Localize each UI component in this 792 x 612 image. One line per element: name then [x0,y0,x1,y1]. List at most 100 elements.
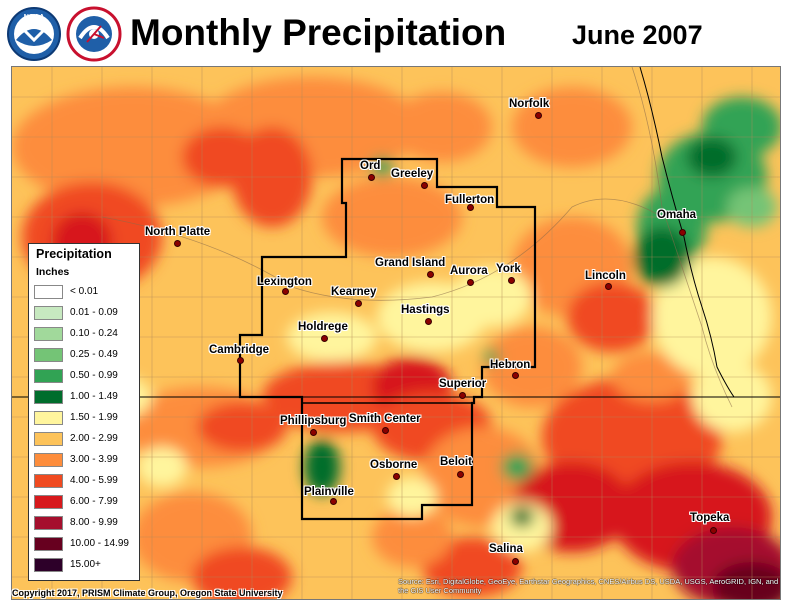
city-dot [459,392,466,399]
city-label-hastings[interactable]: Hastings [401,304,450,316]
legend-label: 4.00 - 5.99 [70,475,118,486]
city-dot [508,277,515,284]
city-label-kearney[interactable]: Kearney [331,286,377,298]
city-label-phillipsburg[interactable]: Phillipsburg [280,415,347,427]
legend-label: 0.10 - 0.24 [70,328,118,339]
city-dot [467,279,474,286]
city-label-cambridge[interactable]: Cambridge [209,344,270,356]
city-dot [457,471,464,478]
legend-swatch [34,348,63,362]
city-dot [710,527,717,534]
city-dot [368,174,375,181]
legend-label: 8.00 - 9.99 [70,517,118,528]
legend-swatch [34,558,63,572]
legend-entry: < 0.01 [34,284,138,301]
forecast-area-boundary [238,157,537,521]
legend-entry: 1.00 - 1.49 [34,389,138,406]
city-dot [382,427,389,434]
city-dot [535,112,542,119]
city-dot [605,283,612,290]
legend-label: < 0.01 [70,286,99,297]
city-dot [321,335,328,342]
precipitation-legend: Precipitation Inches < 0.01 0.01 - 0.09 0.… [28,243,140,581]
legend-swatch [34,453,63,467]
legend-label: 2.00 - 2.99 [70,433,118,444]
legend-entry: 0.25 - 0.49 [34,347,138,364]
city-label-superior[interactable]: Superior [439,378,487,390]
legend-swatch [34,411,63,425]
legend-entry: 4.00 - 5.99 [34,473,138,490]
city-label-smith-center[interactable]: Smith Center [349,413,421,425]
city-label-osborne[interactable]: Osborne [370,459,418,471]
city-dot [393,473,400,480]
map-credits: Source: Esri, DigitalGlobe, GeoEye, Eart… [398,577,779,595]
city-label-salina[interactable]: Salina [489,543,523,555]
legend-swatch [34,516,63,530]
map-header: NOAA Monthly Precipitation June 2007 [0,0,792,66]
city-dot [512,372,519,379]
city-label-grand-island[interactable]: Grand Island [375,257,446,269]
legend-label: 3.00 - 3.99 [70,454,118,465]
city-dot [330,498,337,505]
city-label-holdrege[interactable]: Holdrege [298,321,348,333]
city-dot [425,318,432,325]
city-label-greeley[interactable]: Greeley [391,168,434,180]
rivers [101,67,733,408]
city-label-ord[interactable]: Ord [360,160,381,172]
legend-swatch [34,495,63,509]
legend-swatch [34,390,63,404]
city-label-lincoln[interactable]: Lincoln [585,270,626,282]
legend-label: 0.50 - 0.99 [70,370,118,381]
legend-entry: 2.00 - 2.99 [34,431,138,448]
legend-swatch [34,306,63,320]
noaa-logo-text: NOAA [24,14,45,21]
legend-label: 6.00 - 7.99 [70,496,118,507]
city-label-aurora[interactable]: Aurora [450,265,488,277]
nws-logo [66,6,122,62]
page-title: Monthly Precipitation [130,12,507,53]
legend-entry: 8.00 - 9.99 [34,515,138,532]
county-lines [12,67,780,599]
city-dot [421,182,428,189]
city-dot [512,558,519,565]
city-dot [427,271,434,278]
city-label-plainville[interactable]: Plainville [304,486,354,498]
legend-label: 1.50 - 1.99 [70,412,118,423]
copyright-text: Copyright 2017, PRISM Climate Group, Ore… [12,588,283,598]
city-dot [355,300,362,307]
legend-entry: 6.00 - 7.99 [34,494,138,511]
east-boundary [639,67,735,398]
city-dot [679,229,686,236]
legend-swatch [34,327,63,341]
city-label-fullerton[interactable]: Fullerton [445,194,495,206]
legend-entry: 1.50 - 1.99 [34,410,138,427]
city-label-beloit[interactable]: Beloit [440,456,472,468]
city-label-york[interactable]: York [496,263,521,275]
precipitation-map[interactable]: Norfolk Ord Greeley Fullerton Omaha Nort… [11,66,781,600]
noaa-logo: NOAA [6,6,62,62]
city-label-lexington[interactable]: Lexington [257,276,312,288]
legend-swatch [34,474,63,488]
city-label-norfolk[interactable]: Norfolk [509,98,550,110]
city-label-topeka[interactable]: Topeka [690,512,730,524]
legend-entry: 0.01 - 0.09 [34,305,138,322]
legend-swatch [34,369,63,383]
city-label-omaha[interactable]: Omaha [657,209,696,221]
legend-swatch [34,285,63,299]
legend-swatch [34,432,63,446]
legend-label: 0.01 - 0.09 [70,307,118,318]
legend-title: Precipitation [36,247,112,261]
legend-label: 15.00+ [70,559,101,570]
legend-label: 1.00 - 1.49 [70,391,118,402]
city-label-hebron[interactable]: Hebron [490,359,531,371]
legend-entry: 0.10 - 0.24 [34,326,138,343]
legend-entry: 10.00 - 14.99 [34,536,138,553]
city-label-north-platte[interactable]: North Platte [145,226,211,238]
city-dot [467,204,474,211]
precipitation-map-svg [12,67,780,599]
legend-swatch [34,537,63,551]
city-dot [282,288,289,295]
legend-label: 0.25 - 0.49 [70,349,118,360]
legend-entry: 0.50 - 0.99 [34,368,138,385]
city-dot [310,429,317,436]
